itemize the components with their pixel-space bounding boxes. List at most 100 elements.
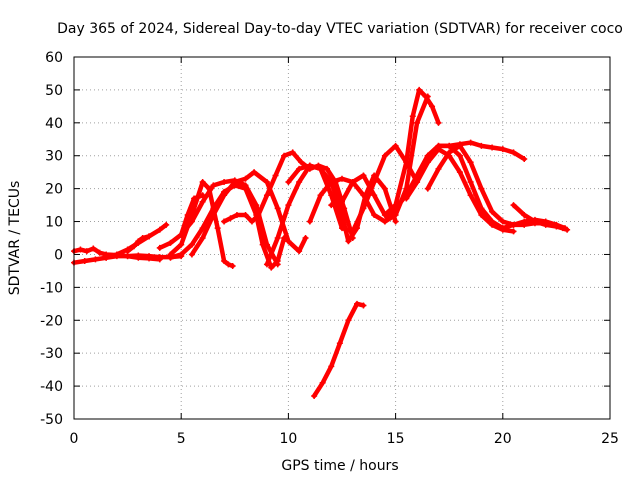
data-point bbox=[221, 179, 228, 186]
data-point bbox=[306, 218, 313, 225]
y-tick-label: 40 bbox=[45, 116, 63, 132]
data-point bbox=[360, 172, 367, 179]
data-point bbox=[263, 261, 270, 268]
data-point bbox=[199, 198, 206, 205]
data-point bbox=[274, 235, 281, 241]
series-s6 bbox=[156, 177, 281, 268]
data-point bbox=[403, 159, 410, 166]
data-point bbox=[323, 165, 330, 172]
data-point bbox=[435, 119, 442, 126]
data-point bbox=[285, 202, 292, 209]
data-point bbox=[302, 235, 309, 241]
data-point bbox=[156, 244, 163, 251]
data-point bbox=[289, 149, 296, 156]
y-tick-label: -30 bbox=[40, 346, 63, 362]
data-point bbox=[317, 192, 324, 199]
series-s17 bbox=[414, 142, 568, 232]
data-point bbox=[242, 185, 249, 192]
data-point bbox=[139, 235, 146, 241]
y-tick-label: 0 bbox=[54, 247, 63, 263]
data-point bbox=[336, 340, 343, 347]
data-point bbox=[478, 142, 485, 149]
data-point bbox=[103, 254, 110, 261]
series-line bbox=[307, 94, 431, 224]
data-point bbox=[414, 179, 421, 186]
data-point bbox=[478, 211, 485, 218]
series-s8 bbox=[178, 192, 206, 238]
data-point bbox=[328, 192, 335, 199]
data-point bbox=[478, 185, 485, 192]
data-point bbox=[424, 152, 431, 159]
data-point bbox=[285, 179, 292, 186]
data-point bbox=[360, 302, 367, 309]
data-point bbox=[424, 185, 431, 192]
data-point bbox=[167, 254, 174, 261]
data-point bbox=[414, 172, 421, 179]
data-point bbox=[268, 264, 275, 271]
data-point bbox=[392, 218, 399, 225]
data-point bbox=[188, 251, 195, 258]
data-point bbox=[467, 139, 474, 146]
data-point bbox=[510, 149, 517, 156]
data-point bbox=[96, 249, 103, 256]
x-tick-label: 5 bbox=[177, 431, 186, 447]
data-point bbox=[553, 223, 560, 230]
x-tick-label: 10 bbox=[279, 431, 297, 447]
series-line bbox=[178, 192, 205, 237]
data-point bbox=[360, 192, 367, 199]
data-point bbox=[339, 225, 345, 232]
data-point bbox=[191, 195, 198, 202]
data-point bbox=[281, 152, 288, 159]
data-point bbox=[328, 179, 335, 186]
series-layer bbox=[71, 86, 571, 399]
data-point bbox=[392, 142, 399, 149]
data-point bbox=[381, 218, 388, 225]
y-tick-label: -50 bbox=[40, 412, 63, 428]
data-point bbox=[317, 165, 324, 172]
data-point bbox=[311, 392, 318, 399]
data-point bbox=[381, 185, 388, 192]
x-ticks: 0 5 10 15 20 25 bbox=[70, 57, 619, 447]
data-point bbox=[467, 192, 474, 199]
data-point bbox=[446, 142, 453, 149]
data-point bbox=[199, 192, 206, 199]
series-s19 bbox=[510, 202, 571, 233]
data-point bbox=[242, 211, 249, 218]
data-point bbox=[221, 258, 228, 265]
data-point bbox=[328, 202, 335, 209]
series-s11 bbox=[263, 162, 399, 268]
data-point bbox=[156, 226, 163, 233]
data-point bbox=[414, 119, 421, 126]
data-point bbox=[349, 228, 356, 235]
data-point bbox=[227, 215, 234, 222]
data-point bbox=[214, 225, 221, 232]
y-tick-label: -20 bbox=[40, 313, 63, 329]
data-point bbox=[259, 241, 266, 248]
data-point bbox=[296, 248, 303, 255]
data-point bbox=[354, 300, 361, 307]
data-point bbox=[225, 261, 232, 268]
grid bbox=[74, 57, 610, 419]
x-axis-label: GPS time / hours bbox=[281, 458, 398, 474]
data-point bbox=[188, 241, 195, 248]
data-point bbox=[339, 175, 345, 182]
y-axis-label: SDTVAR / TECUs bbox=[7, 181, 23, 296]
data-point bbox=[146, 255, 153, 262]
data-point bbox=[210, 182, 217, 189]
data-point bbox=[564, 226, 571, 233]
data-point bbox=[499, 146, 506, 153]
data-point bbox=[489, 218, 496, 225]
data-point bbox=[248, 218, 255, 225]
data-point bbox=[306, 162, 313, 169]
data-point bbox=[156, 256, 163, 263]
data-point bbox=[435, 142, 442, 149]
data-point bbox=[178, 251, 185, 258]
data-point bbox=[392, 211, 399, 218]
data-point bbox=[521, 211, 528, 218]
data-point bbox=[233, 211, 240, 218]
data-point bbox=[371, 192, 378, 199]
data-point bbox=[521, 156, 528, 163]
data-point bbox=[272, 172, 279, 179]
data-point bbox=[371, 179, 378, 186]
data-point bbox=[178, 241, 185, 248]
